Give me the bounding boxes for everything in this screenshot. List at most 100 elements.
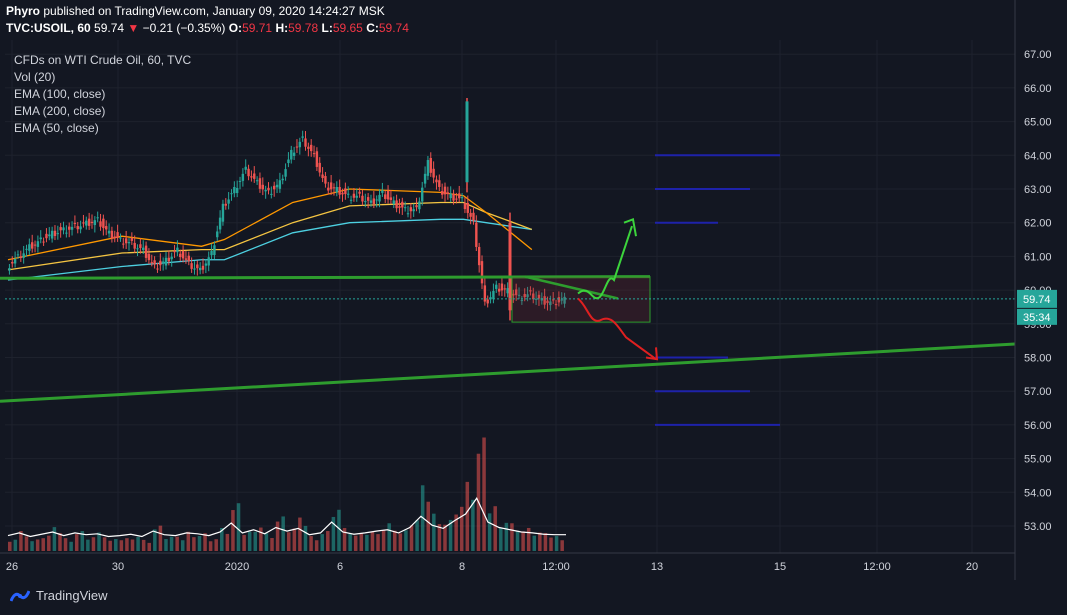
consolidation-box — [511, 276, 651, 323]
legend-item-ema200[interactable]: EMA (200, close) — [14, 104, 106, 118]
volume-bar — [326, 531, 330, 551]
candle-body — [233, 186, 236, 194]
price-tick-label: 53.00 — [1024, 521, 1052, 533]
candle-body — [127, 242, 131, 244]
volume-bar — [554, 536, 559, 551]
candle-body — [119, 237, 122, 239]
candle-body — [153, 260, 156, 265]
published-text: published on TradingView.com, January 09… — [43, 4, 385, 18]
volume-bar — [35, 539, 40, 551]
legend-title[interactable]: CFDs on WTI Crude Oil, 60, TVC — [14, 53, 192, 67]
candle-body — [42, 241, 45, 243]
volume-bar — [141, 539, 146, 551]
volume-bar — [91, 537, 96, 551]
candle-body — [122, 243, 125, 245]
candle-body — [113, 236, 116, 239]
price-tick-label: 64.00 — [1024, 150, 1052, 162]
volume-bar — [398, 533, 403, 551]
candle-body — [321, 174, 324, 179]
candle-body — [28, 244, 31, 251]
candle-body — [73, 222, 77, 225]
candle-body — [540, 298, 544, 301]
volume-bar — [130, 539, 135, 551]
candle-body — [198, 267, 202, 271]
price-tick-label: 66.00 — [1024, 83, 1052, 95]
volume-bar — [97, 532, 101, 551]
candle-body — [523, 293, 526, 298]
author-name[interactable]: Phyro — [6, 4, 41, 18]
bullish-arrow-head — [623, 217, 637, 237]
candle-body — [284, 169, 287, 177]
open-value: 59.71 — [242, 21, 273, 35]
candle-body — [82, 222, 85, 224]
legend-item-ema50[interactable]: EMA (50, close) — [14, 121, 99, 135]
legend-item-ema100[interactable]: EMA (100, close) — [14, 87, 106, 101]
candle-body — [136, 248, 139, 250]
volume-bar — [19, 531, 23, 551]
candle-body — [384, 194, 387, 199]
volume-bar — [549, 537, 553, 551]
ema-lines — [7, 188, 533, 281]
volume-histogram — [7, 437, 566, 551]
candle-body — [483, 285, 487, 302]
candle-body — [458, 193, 461, 199]
candle-body — [315, 151, 319, 167]
candle-body — [53, 230, 57, 237]
low-value: 59.65 — [332, 21, 363, 35]
volume-bar — [499, 527, 503, 551]
candle-body — [261, 184, 265, 190]
price-tick-label: 57.00 — [1024, 386, 1052, 398]
candle-body — [90, 221, 94, 224]
candle-body — [446, 192, 450, 195]
candle-body — [142, 247, 145, 250]
volume-bar — [320, 534, 324, 551]
candle-body — [392, 200, 395, 204]
volume-bar — [393, 530, 397, 551]
candle-body — [532, 293, 535, 300]
candle-body — [96, 217, 99, 219]
volume-bar — [538, 532, 542, 551]
volume-bar — [197, 535, 202, 551]
candle-body — [99, 221, 102, 227]
candle-body — [344, 188, 347, 195]
volume-bar — [247, 531, 252, 551]
volume-bar — [370, 531, 375, 551]
candle-body — [449, 193, 452, 199]
volume-bar — [532, 535, 537, 551]
volume-bar — [69, 541, 73, 551]
candle-body — [184, 258, 188, 260]
candle-body — [341, 192, 344, 195]
volume-bar — [487, 513, 492, 551]
candle-body — [529, 290, 532, 292]
volume-bar — [515, 530, 520, 551]
candle-body — [426, 160, 430, 176]
candle-body — [332, 187, 336, 189]
candle-body — [358, 191, 361, 194]
volume-bar — [24, 536, 29, 551]
candle-body — [364, 201, 367, 203]
tradingview-footer[interactable]: TradingView — [10, 588, 108, 603]
candle-body — [551, 299, 555, 301]
candle-body — [181, 251, 185, 259]
candle-body — [159, 260, 162, 266]
candle-body — [264, 189, 267, 192]
legend-item-volume[interactable]: Vol (20) — [14, 70, 56, 84]
low-label: L: — [321, 21, 333, 35]
volume-bar — [147, 542, 151, 551]
volume-bar — [275, 521, 280, 551]
ema100-line — [7, 201, 533, 271]
candle-body — [258, 178, 262, 189]
candle-body — [187, 255, 190, 262]
volume-bar — [337, 509, 341, 551]
volume-bar — [493, 506, 497, 551]
candle-body — [144, 245, 148, 258]
price-tick-label: 65.00 — [1024, 117, 1052, 129]
price-tick-label: 63.00 — [1024, 184, 1052, 196]
candle-body — [116, 232, 119, 238]
brand-label: TradingView — [36, 588, 108, 603]
candle-body — [190, 263, 193, 269]
time-tick-label: 13 — [651, 561, 663, 573]
candle-body — [221, 203, 225, 222]
publish-info: Phyro published on TradingView.com, Janu… — [6, 4, 385, 18]
